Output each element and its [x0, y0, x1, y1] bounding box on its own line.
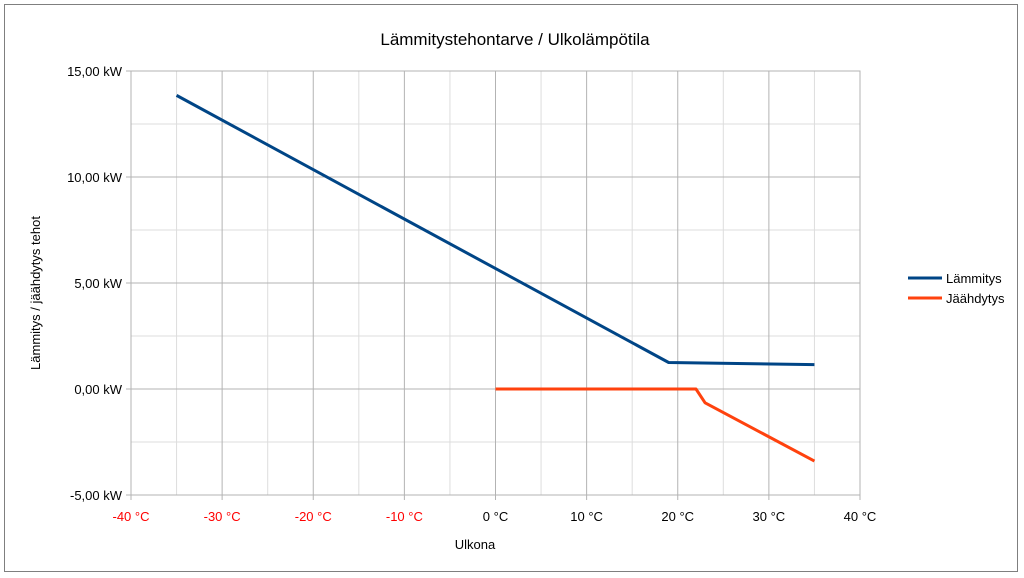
series-group [175, 94, 816, 463]
legend: Lämmitys Jäähdytys [908, 271, 1005, 306]
y-tick-label: 10,00 kW [67, 170, 123, 185]
x-tick-label: -40 °C [113, 509, 150, 524]
x-tick-label: -30 °C [204, 509, 241, 524]
chart: Lämmitystehontarve / Ulkolämpötila -5,00… [28, 30, 1005, 552]
x-axis-ticks: -40 °C -30 °C -20 °C -10 °C 0 °C 10 °C 20 °C 30… [113, 509, 877, 524]
x-tick-label: -10 °C [386, 509, 423, 524]
x-tick-label: 0 °C [483, 509, 508, 524]
x-tick-label: 10 °C [570, 509, 603, 524]
y-tick-label: -5,00 kW [70, 488, 123, 503]
series-line-jäähdytys [495, 387, 816, 463]
series-line-lämmitys [175, 94, 815, 367]
y-tick-label: 5,00 kW [74, 276, 122, 291]
legend-label: Lämmitys [946, 271, 1002, 286]
chart-frame: Lämmitystehontarve / Ulkolämpötila -5,00… [4, 4, 1018, 572]
x-tick-label: -20 °C [295, 509, 332, 524]
y-tick-label: 15,00 kW [67, 64, 123, 79]
y-axis-ticks: -5,00 kW 0,00 kW 5,00 kW 10,00 kW 15,00 kW [67, 64, 123, 503]
x-tick-label: 20 °C [661, 509, 694, 524]
legend-label: Jäähdytys [946, 291, 1005, 306]
y-axis-label: Lämmitys / jäähdytys tehot [28, 216, 43, 370]
x-tick-label: 40 °C [844, 509, 877, 524]
x-tick-label: 30 °C [753, 509, 786, 524]
chart-title: Lämmitystehontarve / Ulkolämpötila [380, 30, 650, 49]
grid-major [126, 70, 861, 500]
y-tick-label: 0,00 kW [74, 382, 122, 397]
x-axis-label: Ulkona [455, 537, 496, 552]
plot-area [130, 70, 861, 496]
